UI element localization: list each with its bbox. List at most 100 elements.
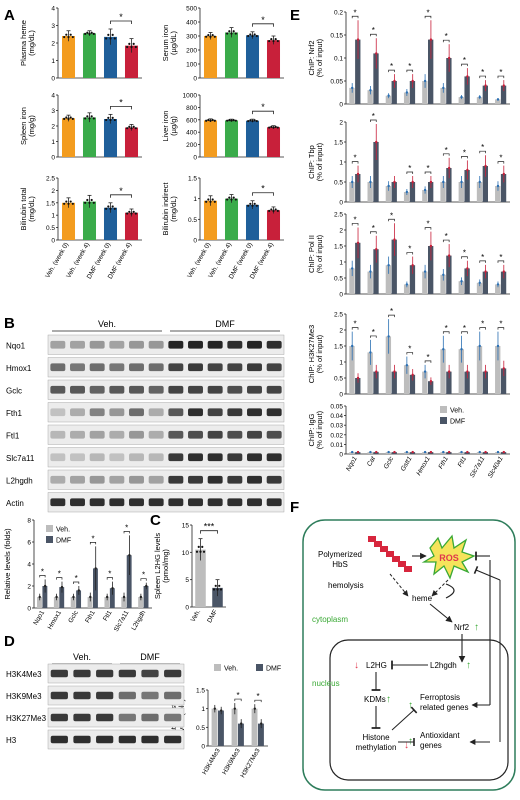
blot-band xyxy=(129,475,144,484)
y-tick-label: 0.1 xyxy=(334,56,343,63)
significance-bracket xyxy=(442,331,450,334)
data-point xyxy=(211,118,214,122)
panel-letter-d: D xyxy=(4,633,15,650)
data-point xyxy=(226,198,229,201)
significance-mark: * xyxy=(445,324,448,333)
bar-veh xyxy=(367,182,373,202)
data-point xyxy=(219,588,223,591)
bar-veh xyxy=(349,182,355,202)
y-axis-label: ChIP: Tbp xyxy=(307,145,316,179)
significance-mark: * xyxy=(426,220,429,229)
blot-band xyxy=(266,430,282,439)
data-point xyxy=(134,45,137,49)
y-tick-label: 1 xyxy=(51,58,55,65)
data-point xyxy=(132,42,135,45)
blot-band xyxy=(50,498,66,507)
bar-dmf xyxy=(355,242,361,294)
y-tick-label: 0 xyxy=(51,238,55,245)
y-axis-label: (% of input) xyxy=(315,334,324,373)
data-point xyxy=(213,35,216,38)
data-point xyxy=(429,450,433,454)
blot-band xyxy=(168,340,184,349)
significance-mark: * xyxy=(390,307,393,316)
y-tick-label: 300 xyxy=(186,34,197,41)
blot-band xyxy=(89,453,105,462)
data-point xyxy=(63,35,66,39)
data-point xyxy=(466,267,469,270)
significance-mark: * xyxy=(463,148,466,157)
y-tick-label: 0 xyxy=(193,155,197,162)
bar-dmf xyxy=(500,85,507,104)
blot-band xyxy=(227,453,243,462)
blot-band xyxy=(89,430,105,439)
blot-band xyxy=(148,453,164,462)
data-point xyxy=(247,204,250,207)
blot-band xyxy=(164,735,182,744)
data-point xyxy=(89,595,92,599)
y-tick-label: 0 xyxy=(193,76,197,83)
significance-bracket xyxy=(461,256,468,259)
legend-swatch-dmf xyxy=(256,664,263,671)
data-point xyxy=(411,450,414,454)
bar-dmf xyxy=(76,590,82,608)
y-tick-label: 4 xyxy=(51,6,55,13)
blot-band xyxy=(118,713,136,722)
blot-band xyxy=(89,408,105,417)
data-point xyxy=(270,38,273,41)
significance-mark: * xyxy=(372,112,375,121)
bar-dmf xyxy=(218,710,224,746)
x-tick-label: Slc7a11 xyxy=(469,455,487,479)
significance-mark: * xyxy=(372,26,375,35)
y-tick-label: 10 xyxy=(182,550,190,557)
blot-band xyxy=(168,408,184,417)
blot-band xyxy=(207,385,223,394)
data-point xyxy=(111,33,114,37)
chart-e-pol: 0 0.5 1 1.5 2 2.5 ChIP: Pol II (% of input) * * * *… xyxy=(307,211,510,299)
data-point xyxy=(429,180,433,184)
significance-mark: * xyxy=(426,353,429,362)
blot-row-label: Ftl1 xyxy=(6,431,20,440)
data-point xyxy=(369,270,372,273)
bar-veh xyxy=(458,182,464,202)
data-point xyxy=(105,37,108,40)
data-point xyxy=(71,35,74,39)
blot-band xyxy=(129,498,144,507)
data-point xyxy=(86,31,89,34)
data-point xyxy=(213,707,216,710)
bar-veh xyxy=(385,336,392,394)
data-point xyxy=(109,207,112,210)
blot-band xyxy=(73,735,91,744)
significance-bracket xyxy=(252,23,274,27)
pathway-diagram: Polymerized HbS ROS hemolysis heme cytop… xyxy=(302,519,516,791)
significance-bracket xyxy=(424,171,432,174)
significance-bracket xyxy=(370,119,377,122)
y-tick-label: 0.5 xyxy=(334,276,343,283)
data-point xyxy=(502,84,506,87)
data-point xyxy=(411,180,414,184)
bar-veh xyxy=(440,87,446,104)
significance-mark: * xyxy=(58,570,61,579)
blot-strip xyxy=(47,357,285,378)
y-tick-label: 1.5 xyxy=(196,688,205,695)
bar-veh xyxy=(495,186,501,202)
data-point xyxy=(232,30,235,33)
data-point xyxy=(109,118,112,122)
inhibit-heme-nrf2 xyxy=(445,583,455,599)
bar xyxy=(195,549,206,607)
bar-veh xyxy=(53,597,59,608)
bar-veh xyxy=(349,87,355,104)
data-point xyxy=(423,370,427,373)
y-axis-label: (% of input) xyxy=(315,142,324,181)
data-point xyxy=(276,209,279,213)
blot-band xyxy=(141,735,159,744)
blot-band xyxy=(129,385,144,394)
blot-band xyxy=(96,691,114,700)
blot-row-label: Actin xyxy=(6,499,24,508)
blot-band xyxy=(73,713,91,722)
data-point xyxy=(234,119,237,122)
significance-mark: * xyxy=(261,184,265,194)
blot-strip xyxy=(47,492,285,513)
bar-veh xyxy=(476,346,483,394)
blot-row-label: Fth1 xyxy=(6,409,23,418)
significance-mark: * xyxy=(426,164,429,173)
